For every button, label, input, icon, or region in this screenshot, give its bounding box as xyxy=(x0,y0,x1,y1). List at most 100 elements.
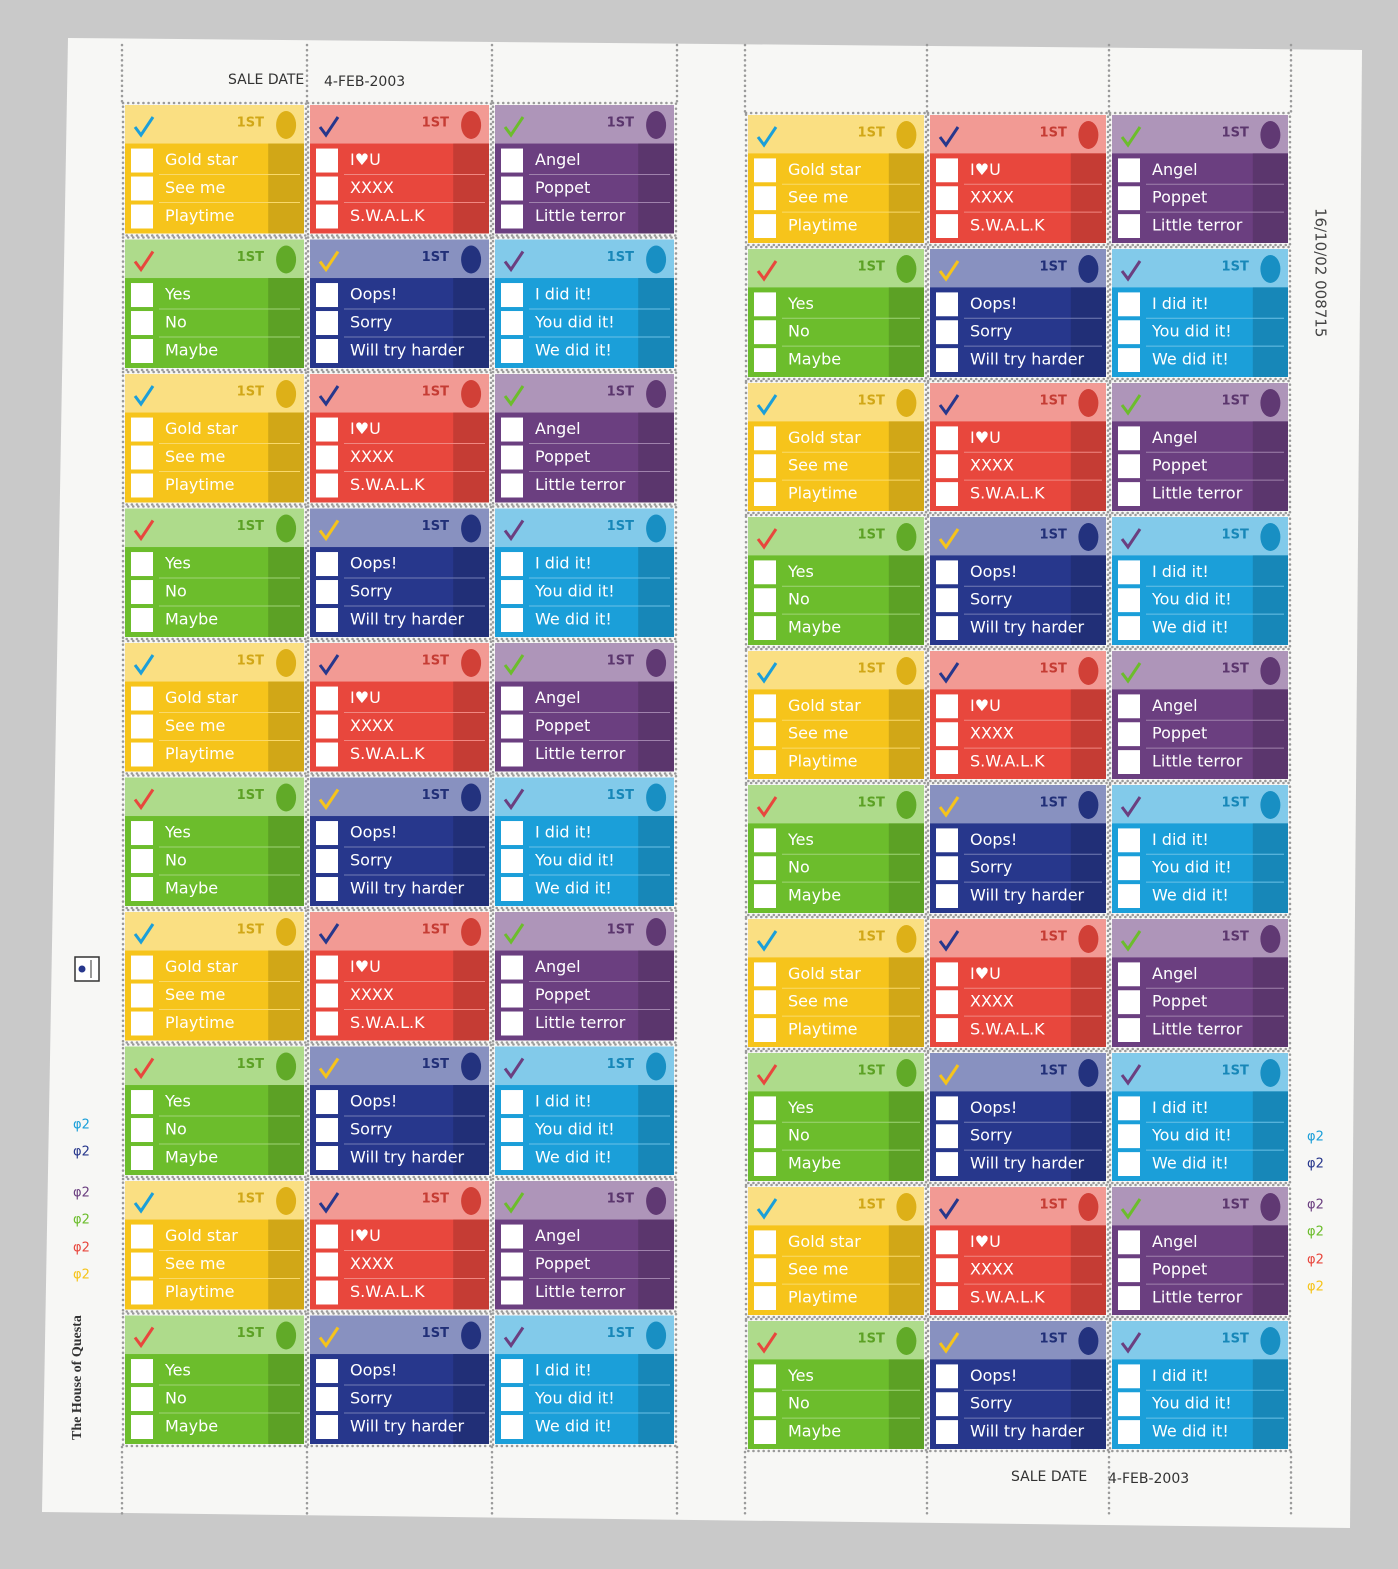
queen-head xyxy=(1260,523,1281,551)
tick-box xyxy=(754,186,776,211)
tick-box xyxy=(1118,1018,1140,1042)
stamp-message: See me xyxy=(165,985,225,1004)
check-mark xyxy=(756,528,778,550)
check-mark xyxy=(503,1326,525,1349)
check-mark xyxy=(938,1198,960,1220)
tick-box xyxy=(936,1152,958,1176)
tick-box xyxy=(1118,856,1140,881)
queen-head xyxy=(276,380,297,408)
stamp-message: S.W.A.L.K xyxy=(970,1020,1045,1039)
printer-imprint: The House of Questa xyxy=(70,1315,85,1440)
tick-box xyxy=(131,742,153,767)
tick-box xyxy=(1118,1420,1140,1444)
tick-box xyxy=(131,176,153,201)
queen-head xyxy=(646,1321,667,1350)
stamp-message: I did it! xyxy=(535,1092,592,1111)
perforation xyxy=(744,915,928,1051)
stamp: 1ST I♥U XXXX S.W.A.L.K xyxy=(926,379,1110,515)
stamp-strip xyxy=(453,816,489,906)
stamp-message: I♥U xyxy=(970,964,1001,983)
check-mark xyxy=(318,116,340,138)
stamp-message: You did it! xyxy=(534,1120,615,1139)
perforation xyxy=(1108,1317,1292,1453)
tick-box xyxy=(936,320,958,345)
stamp-strip xyxy=(453,950,489,1041)
perforation xyxy=(926,513,1110,649)
tick-box xyxy=(754,1152,776,1176)
tick-box xyxy=(1118,348,1140,372)
stamp-message: No xyxy=(788,590,810,609)
stamp-strip xyxy=(268,1085,304,1175)
queen-head xyxy=(1078,1059,1099,1087)
tick-box xyxy=(1118,990,1140,1015)
check-mark xyxy=(756,126,778,148)
perforation xyxy=(926,379,1110,515)
stamp-value: 1ST xyxy=(858,126,885,141)
stamp: 1ST I did it! You did it! We did it! xyxy=(491,1312,678,1448)
stamp-message: No xyxy=(788,858,810,877)
stamp-message: Little terror xyxy=(1152,1020,1243,1039)
stamp-strip xyxy=(453,278,489,368)
stamp-grid: 1ST Gold star See me Playtime 1ST I♥U XXXX S.W.… xyxy=(120,43,1293,1517)
tick-box xyxy=(1118,750,1140,774)
queen-head xyxy=(276,1187,297,1215)
perforation xyxy=(306,1043,493,1179)
stamp-message: Sorry xyxy=(970,858,1012,877)
stamp: 1ST I♥U XXXX S.W.A.L.K xyxy=(306,101,493,237)
stamp-message: XXXX xyxy=(970,188,1014,207)
stamp-message: Will try harder xyxy=(350,879,465,898)
perforation xyxy=(1108,513,1292,649)
check-mark xyxy=(756,1198,778,1220)
stamp-strip xyxy=(638,1354,674,1444)
stamp-strip xyxy=(453,412,489,503)
check-mark xyxy=(756,930,778,952)
tick-box xyxy=(936,560,958,585)
stamp-strip xyxy=(268,816,304,906)
tick-box xyxy=(501,849,523,874)
tick-box xyxy=(501,204,523,229)
check-mark xyxy=(938,1064,960,1086)
perforation xyxy=(926,781,1110,917)
tick-box xyxy=(131,1252,153,1277)
stamp: 1ST Angel Poppet Little terror xyxy=(491,1177,678,1313)
stamp-message: I did it! xyxy=(1152,830,1209,849)
stamp-message: Little terror xyxy=(535,1282,626,1301)
stamp-message: Sorry xyxy=(350,1120,392,1139)
queen-head xyxy=(646,245,667,274)
queen-head xyxy=(1078,925,1099,953)
stamp-strip xyxy=(268,278,304,368)
stamp-message: Oops! xyxy=(350,285,397,304)
stamp: 1ST I♥U XXXX S.W.A.L.K xyxy=(926,1183,1110,1319)
stamp-strip xyxy=(268,412,304,503)
perforation xyxy=(491,1312,678,1448)
stamp-message: Maybe xyxy=(788,350,841,369)
stamp-message: Gold star xyxy=(788,428,861,447)
stamp: 1ST I did it! You did it! We did it! xyxy=(491,1043,678,1179)
queen-head xyxy=(461,1052,482,1081)
tick-box xyxy=(936,454,958,479)
check-mark xyxy=(938,796,960,818)
perforation xyxy=(1108,781,1292,917)
tick-box xyxy=(501,283,523,308)
stamp-message: Gold star xyxy=(165,150,238,169)
tick-box xyxy=(936,856,958,881)
stamp-strip xyxy=(268,547,304,637)
tick-box xyxy=(316,148,338,173)
tick-box xyxy=(316,473,338,498)
stamp-message: I did it! xyxy=(535,823,592,842)
stamp-message: Yes xyxy=(787,1098,814,1117)
stamp-message: See me xyxy=(165,447,225,466)
stamp-message: No xyxy=(165,1389,187,1408)
perforation xyxy=(926,1049,1110,1185)
stamp: 1ST Angel Poppet Little terror xyxy=(1108,1183,1292,1319)
perforation xyxy=(744,379,928,515)
stamp-message: Yes xyxy=(787,1366,814,1385)
tick-box xyxy=(754,1230,776,1255)
stamp-message: Will try harder xyxy=(350,341,465,360)
perforation xyxy=(491,1043,678,1179)
stamp-message: Oops! xyxy=(970,1098,1017,1117)
tick-box xyxy=(501,1280,523,1305)
tick-box xyxy=(936,1392,958,1417)
stamp-message: Little terror xyxy=(535,475,626,494)
perforation xyxy=(744,1049,928,1185)
